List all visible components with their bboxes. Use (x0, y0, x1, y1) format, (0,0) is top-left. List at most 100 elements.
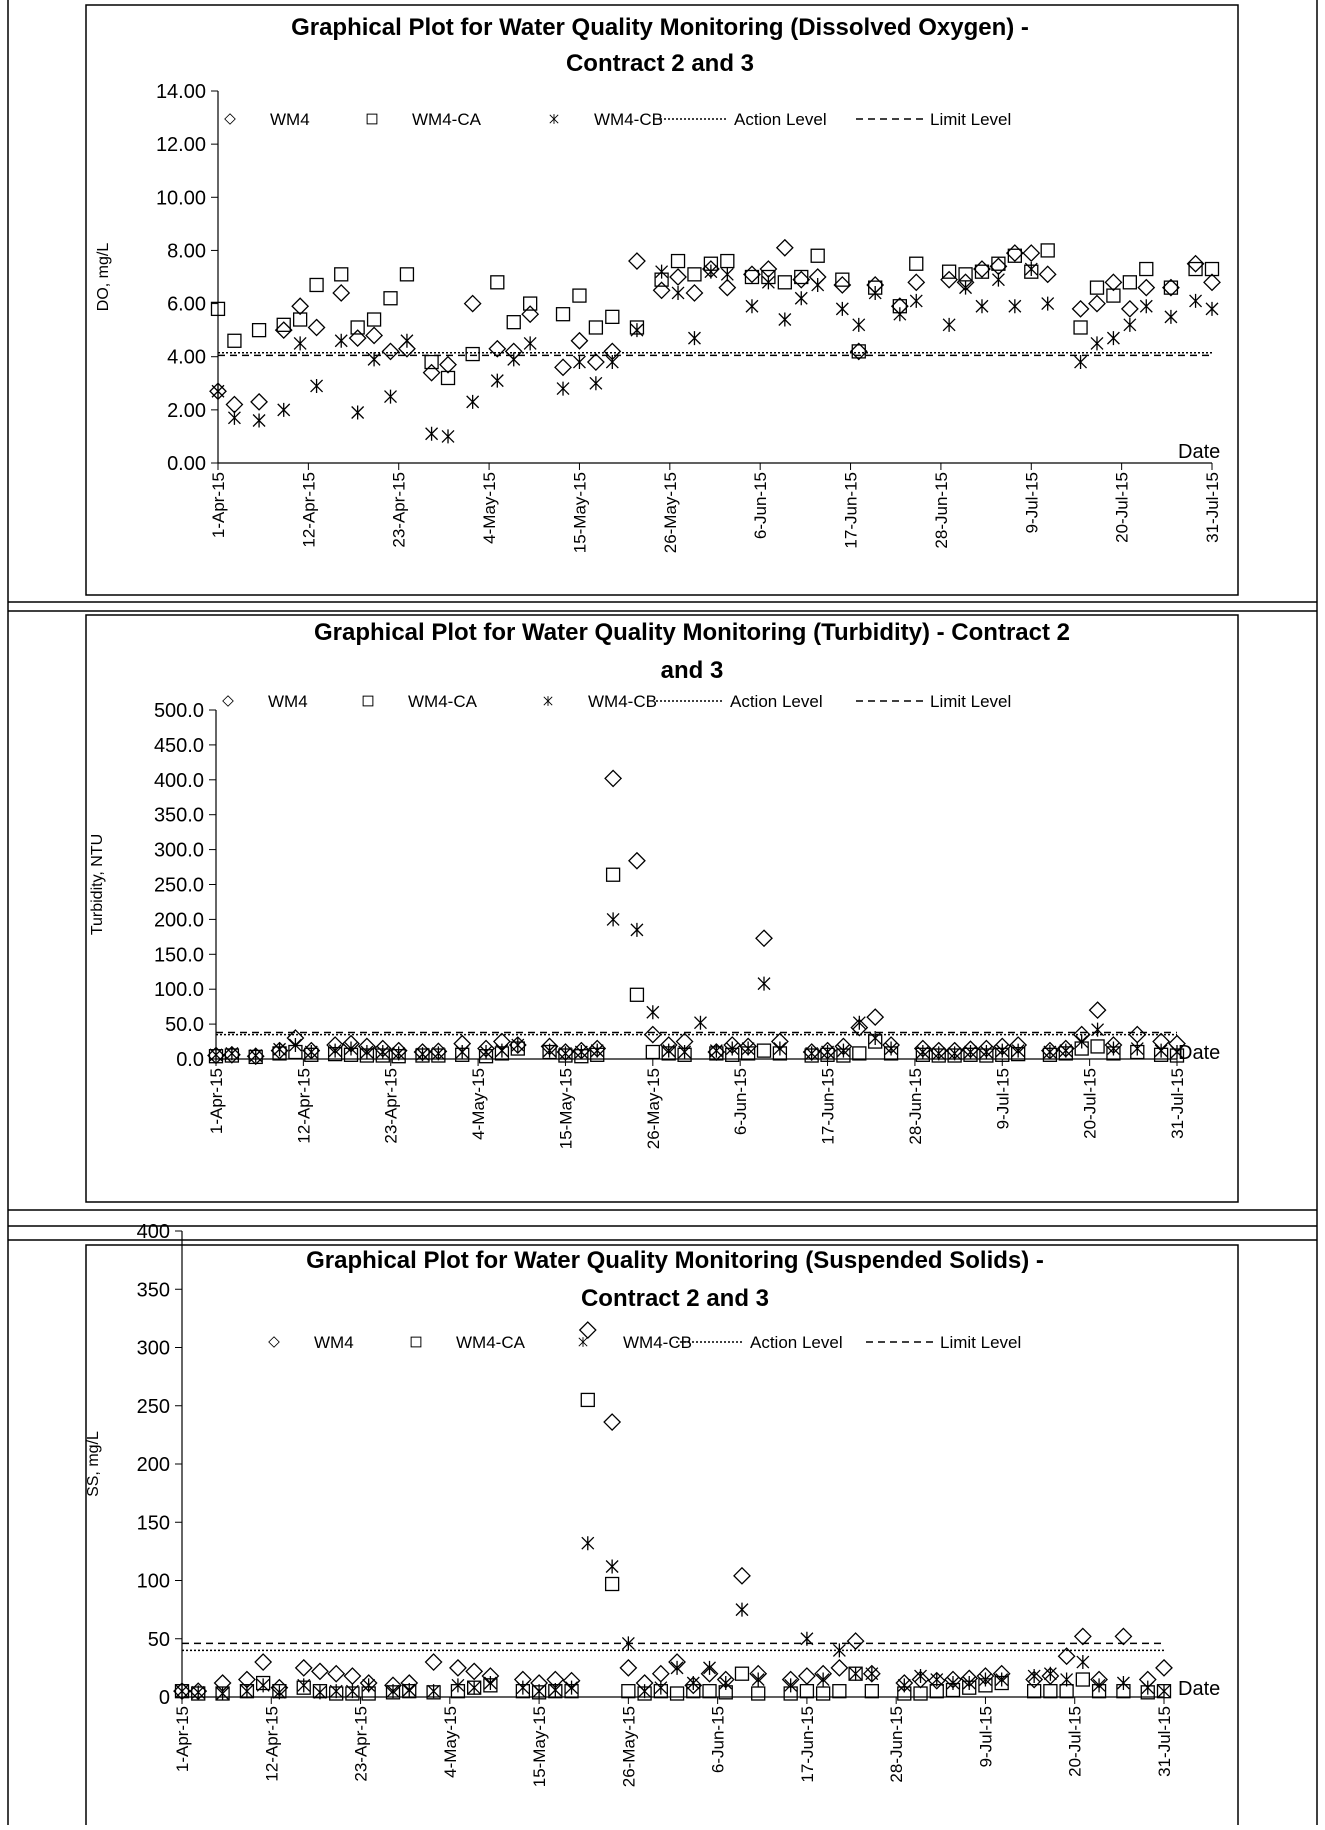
marker-diamond (1057, 1647, 1076, 1666)
marker-diamond (628, 252, 646, 270)
x-tick-label: 31-Jul-15 (1168, 1068, 1187, 1139)
marker-asterisk (678, 1045, 692, 1060)
x-tick-label: 28-Jun-15 (887, 1706, 906, 1783)
marker-diamond (940, 270, 959, 289)
x-tick-label: 20-Jul-15 (1066, 1706, 1085, 1777)
y-tick-label: 12.00 (156, 134, 206, 156)
marker-asterisk (811, 277, 825, 292)
marker-square (751, 1686, 766, 1701)
marker-diamond (684, 1676, 703, 1695)
marker-diamond (833, 276, 852, 294)
y-axis-title: SS, mg/L (85, 1431, 102, 1497)
marker-asterisk (1043, 1666, 1057, 1681)
marker-square (810, 248, 825, 263)
marker-diamond (1120, 299, 1139, 318)
marker-square (523, 296, 538, 311)
marker-asterisk (1027, 1669, 1041, 1684)
legend-label: WM4-CB (623, 1333, 692, 1352)
marker-square (744, 269, 760, 285)
y-tick-label: 0.00 (167, 453, 206, 475)
marker-diamond (343, 1667, 362, 1685)
legend-label: WM4-CB (588, 692, 657, 711)
marker-square (1188, 261, 1203, 277)
marker-square (605, 867, 621, 882)
marker-square (734, 1666, 750, 1681)
marker-square (687, 267, 702, 282)
marker-asterisk (344, 1041, 358, 1056)
marker-square (1204, 261, 1220, 277)
marker-asterisk (304, 1045, 318, 1060)
chart-title: Graphical Plot for Water Quality Monitor… (306, 1247, 1044, 1274)
y-tick-label: 6.00 (167, 294, 206, 316)
y-axis-title: DO, mg/L (95, 243, 112, 312)
marker-diamond (685, 284, 704, 302)
marker-asterisk (948, 1046, 962, 1061)
marker-asterisk (1107, 1041, 1120, 1056)
marker-diamond (619, 1658, 638, 1677)
marker-diamond (465, 1662, 484, 1681)
marker-diamond (250, 392, 268, 411)
marker-diamond (311, 1662, 329, 1681)
marker-diamond (866, 1008, 885, 1027)
marker-diamond (700, 1664, 719, 1683)
marker-square (210, 301, 226, 317)
marker-asterisk (978, 1672, 992, 1687)
marker-square (1139, 261, 1154, 277)
marker-asterisk (959, 280, 973, 295)
marker-asterisk (479, 1045, 493, 1060)
marker-asterisk (441, 429, 455, 444)
marker-asterisk (1024, 262, 1038, 277)
marker-square (605, 309, 620, 325)
marker-asterisk (1116, 1676, 1130, 1691)
marker-asterisk (704, 264, 718, 279)
marker-diamond (488, 339, 507, 358)
marker-asterisk (272, 1685, 286, 1700)
marker-asterisk (455, 1045, 469, 1060)
marker-diamond (365, 326, 384, 345)
marker-square (572, 288, 587, 303)
marker-asterisk (964, 1045, 977, 1060)
marker-asterisk (507, 352, 521, 367)
legend-label: WM4-CB (594, 110, 663, 129)
marker-diamond (1022, 244, 1041, 263)
marker-diamond (1186, 254, 1205, 273)
marker-square (1122, 275, 1138, 290)
marker-diamond (222, 1045, 241, 1064)
marker-asterisk (630, 922, 644, 937)
marker-asterisk (490, 373, 504, 388)
marker-square (1026, 1684, 1042, 1699)
y-tick-label: 10.00 (156, 187, 206, 209)
y-tick-label: 350.0 (154, 805, 204, 827)
y-tick-label: 50 (148, 1629, 170, 1651)
marker-square (227, 333, 242, 348)
marker-asterisk (313, 1685, 327, 1700)
marker-square (362, 695, 374, 707)
marker-asterisk (703, 1660, 716, 1675)
y-tick-label: 0 (159, 1687, 170, 1709)
marker-asterisk (1106, 331, 1120, 346)
marker-square (1075, 1672, 1090, 1687)
marker-asterisk (532, 1684, 546, 1699)
marker-asterisk (288, 1038, 302, 1053)
marker-asterisk (516, 1680, 530, 1695)
marker-asterisk (865, 1666, 879, 1681)
marker-asterisk (581, 1536, 595, 1551)
marker-asterisk (1041, 296, 1055, 311)
marker-asterisk (630, 323, 644, 338)
x-tick-label: 6-Jun-15 (751, 472, 770, 539)
marker-diamond (1155, 1658, 1173, 1677)
marker-asterisk (578, 1337, 588, 1347)
marker-asterisk (483, 1676, 497, 1691)
marker-asterisk (962, 1676, 976, 1691)
chart-border-turbidity (85, 614, 1239, 1203)
marker-asterisk (946, 1676, 960, 1691)
marker-square (941, 264, 957, 279)
marker-asterisk (549, 114, 559, 124)
x-tick-label: 4-May-15 (441, 1706, 460, 1778)
marker-square (1040, 243, 1055, 258)
marker-square (410, 1336, 422, 1348)
marker-asterisk (816, 1672, 830, 1687)
marker-diamond (603, 1413, 622, 1431)
marker-asterisk (794, 291, 808, 306)
marker-asterisk (175, 1684, 189, 1699)
